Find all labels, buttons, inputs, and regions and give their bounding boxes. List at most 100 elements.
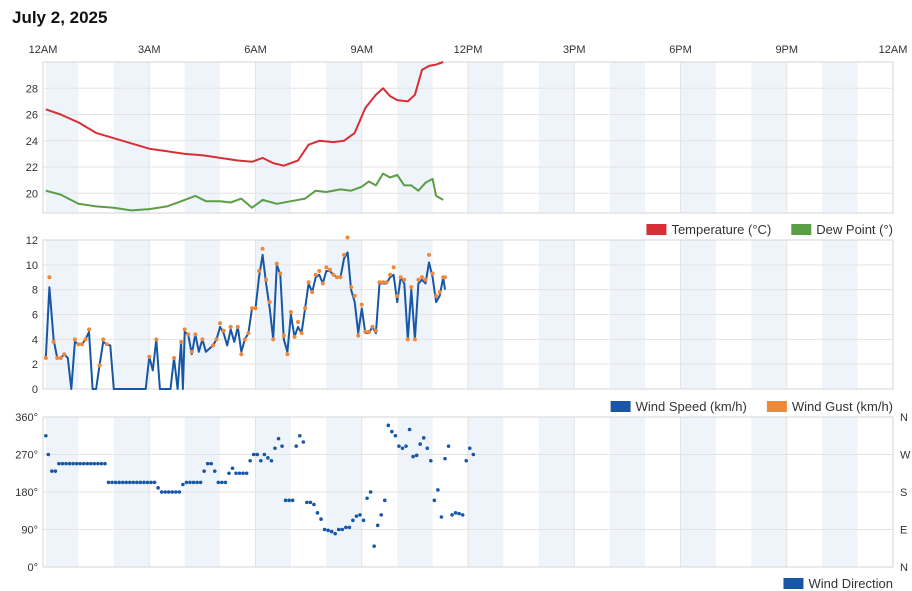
data-point (266, 456, 270, 460)
data-point (58, 355, 63, 360)
time-tick-label: 12PM (454, 44, 483, 56)
time-tick-label: 12AM (879, 44, 908, 56)
data-point (407, 427, 412, 432)
data-point (281, 333, 286, 338)
shaded-band (468, 62, 504, 213)
y-tick-label: 8 (32, 285, 38, 297)
data-point (276, 436, 281, 441)
plot-frame (42, 416, 894, 568)
data-point (179, 339, 184, 344)
data-point (344, 525, 348, 530)
panel-1: 20 22 24 26 28 Dew Point (°) Temperature (°C) (26, 61, 894, 237)
data-point (55, 355, 60, 360)
data-point (170, 490, 175, 494)
data-point (78, 461, 82, 466)
data-point (347, 525, 352, 530)
data-point (267, 300, 272, 305)
data-point (471, 452, 476, 457)
data-point (299, 331, 304, 336)
data-point (390, 429, 394, 434)
data-point (437, 290, 442, 295)
data-point (172, 355, 177, 360)
shaded-band (45, 62, 79, 213)
data-point (51, 339, 56, 344)
data-point (135, 480, 139, 485)
data-point (358, 513, 362, 517)
data-point (409, 285, 414, 290)
shaded-band (397, 62, 433, 213)
data-point (370, 324, 375, 329)
data-point (257, 269, 262, 274)
data-point (432, 498, 437, 503)
data-point (131, 480, 136, 485)
data-point (97, 363, 102, 368)
data-point (280, 444, 284, 448)
data-point (186, 332, 191, 337)
data-point (312, 502, 316, 507)
legend-swatch (783, 578, 804, 589)
data-point (193, 332, 198, 337)
data-point (397, 444, 401, 448)
data-point (290, 498, 295, 503)
data-point (99, 461, 104, 466)
data-point (145, 480, 150, 485)
data-point (83, 337, 88, 342)
data-point (388, 272, 393, 277)
data-point (322, 527, 327, 532)
panel-3: 0° 90° 180° 270° 360° N E S W N Wind Direction (15, 412, 911, 591)
data-point (156, 486, 160, 490)
data-point (288, 310, 293, 315)
legend-swatch (646, 224, 667, 235)
y-tick-label: 24 (26, 136, 38, 148)
data-point (255, 452, 260, 457)
time-tick-label: 3AM (138, 44, 161, 56)
data-point (340, 527, 345, 532)
data-point (227, 471, 231, 476)
data-point (349, 285, 354, 290)
data-point (177, 490, 182, 494)
data-point (443, 456, 447, 461)
data-point (264, 277, 269, 282)
legend: Dew Point (°) Temperature (°C) (646, 222, 893, 237)
data-point (251, 452, 256, 457)
data-point (382, 498, 387, 503)
data-point (395, 293, 400, 298)
data-point (425, 446, 430, 451)
shaded-band (822, 62, 858, 213)
data-point (191, 480, 196, 485)
series-line (45, 172, 444, 212)
data-point (234, 471, 238, 476)
data-point (154, 337, 159, 342)
data-point (368, 490, 373, 494)
data-point (249, 306, 254, 311)
legend-label: Wind Speed (km/h) (636, 399, 747, 414)
data-point (412, 337, 417, 342)
data-point (400, 446, 405, 451)
data-point (87, 327, 92, 332)
data-point (427, 252, 432, 257)
legend: Wind Direction (783, 576, 893, 591)
data-point (393, 433, 398, 438)
data-point (74, 461, 79, 466)
y-tick-label: 4 (32, 334, 38, 346)
data-point (467, 446, 472, 451)
data-point (103, 461, 107, 466)
data-point (62, 352, 67, 357)
data-point (404, 444, 408, 448)
data-point (124, 480, 129, 485)
data-point (317, 269, 322, 274)
y-tick-label: 12 (26, 235, 38, 247)
data-point (442, 275, 447, 280)
data-point (159, 490, 164, 494)
data-point (47, 275, 52, 280)
data-point (436, 488, 440, 492)
data-point (198, 480, 203, 485)
series-2 (45, 172, 444, 212)
data-point (354, 514, 359, 518)
series-1 (44, 423, 476, 548)
data-point (305, 500, 309, 505)
y-tick-label: 90° (21, 525, 38, 537)
data-point (375, 523, 380, 528)
data-point (209, 461, 214, 466)
data-point (260, 246, 265, 251)
